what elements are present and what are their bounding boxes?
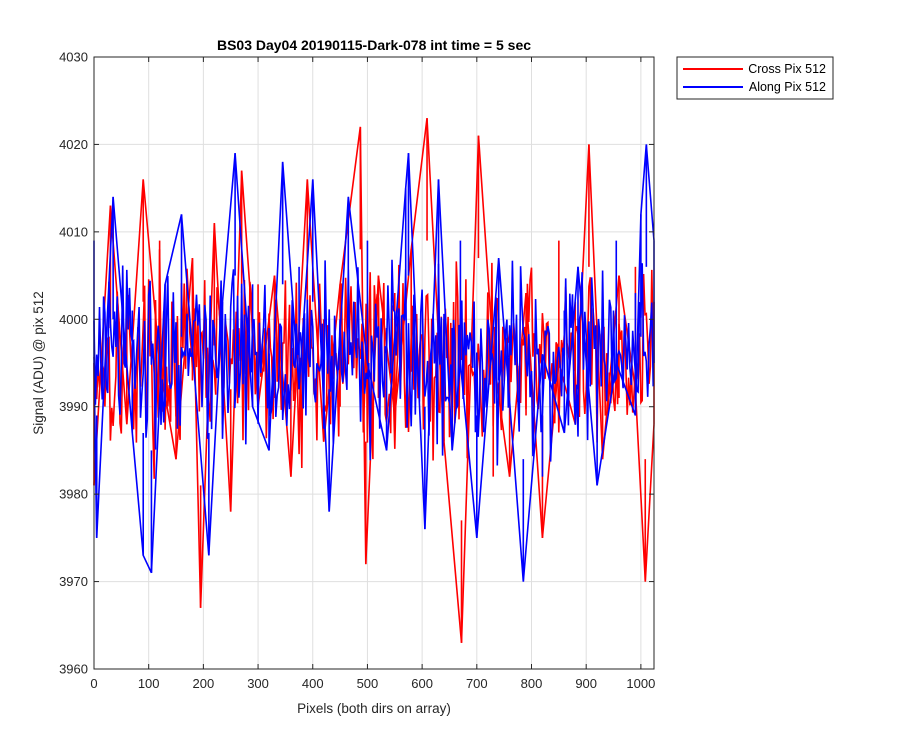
legend-entry-cross: Cross Pix 512 [748,62,826,76]
x-tick-label: 1000 [626,676,655,691]
y-tick-label: 3990 [59,399,88,414]
axis-ticks: 0 100 200 300 400 500 600 700 800 900 1000 3960 3970… [59,50,655,692]
y-axis-label: Signal (ADU) @ pix 512 [31,291,46,435]
x-tick-label: 100 [138,676,160,691]
y-tick-label: 3960 [59,662,88,677]
chart-title: BS03 Day04 20190115-Dark-078 int time = … [217,37,531,53]
series-line [93,144,655,582]
x-tick-label: 500 [357,676,379,691]
x-tick-label: 900 [575,676,597,691]
y-tick-label: 4030 [59,50,88,65]
x-tick-label: 300 [247,676,269,691]
series-noise-line [93,259,654,466]
legend-box [676,56,834,100]
x-tick-label: 400 [302,676,324,691]
x-tick-label: 800 [521,676,543,691]
x-tick-label: 200 [193,676,215,691]
x-tick-label: 700 [466,676,488,691]
x-tick-label: 600 [411,676,433,691]
y-tick-label: 4020 [59,137,88,152]
x-tick-label: 0 [90,676,97,691]
y-tick-label: 4010 [59,224,88,239]
legend: Cross Pix 512 Along Pix 512 [676,56,834,100]
y-tick-label: 3980 [59,487,88,502]
plot-area-frame [93,56,655,670]
x-axis-label: Pixels (both dirs on array) [297,701,451,716]
y-tick-label: 4000 [59,312,88,327]
series-layer [93,118,655,643]
series-1 [93,144,655,582]
series-line [93,118,655,643]
y-tick-label: 3970 [59,574,88,589]
legend-entry-along: Along Pix 512 [749,80,826,94]
